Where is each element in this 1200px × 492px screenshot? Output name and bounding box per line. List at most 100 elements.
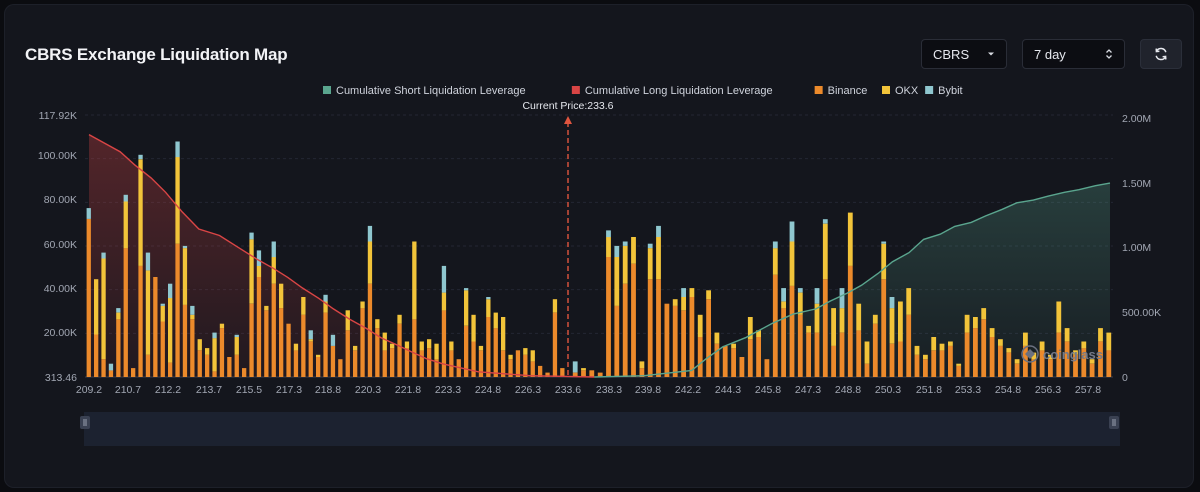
period-select[interactable]: 7 day [1022,39,1125,69]
short-bar-1[interactable] [581,368,586,377]
long-bar-42[interactable] [397,314,402,377]
long-bar-59[interactable] [523,348,528,377]
short-bar-51[interactable] [998,339,1003,377]
long-bar-45[interactable] [419,341,424,378]
long-bar-6[interactable] [131,368,136,377]
short-bar-36[interactable] [872,314,878,377]
short-bar-56[interactable] [1039,341,1045,378]
long-bar-11[interactable] [168,283,173,377]
long-bar-61[interactable] [538,365,543,377]
long-bar-5[interactable] [123,194,128,377]
short-bar-11[interactable] [664,303,670,377]
short-bar-46[interactable] [956,363,962,377]
long-bar-51[interactable] [464,288,469,377]
long-bar-54[interactable] [486,297,491,377]
short-bar-24[interactable] [772,241,778,378]
range-scrollbar[interactable] [80,412,1120,446]
long-bar-56[interactable] [501,317,506,377]
long-bar-22[interactable] [249,232,254,377]
long-bar-63[interactable] [552,299,558,377]
long-bar-7[interactable] [138,154,143,377]
short-bar-31[interactable] [831,308,836,377]
long-bar-57[interactable] [508,354,513,377]
short-bar-59[interactable] [1064,328,1070,377]
short-bar-55[interactable] [1031,352,1037,377]
long-bar-64[interactable] [560,368,565,377]
short-bar-53[interactable] [1014,359,1020,377]
long-bar-32[interactable] [323,294,328,377]
short-bar-61[interactable] [1081,341,1087,378]
long-bar-49[interactable] [449,341,454,378]
short-bar-30[interactable] [822,219,828,377]
short-bar-19[interactable] [731,343,736,377]
long-bar-26[interactable] [279,283,284,377]
short-bar-41[interactable] [914,345,920,377]
short-bar-44[interactable] [939,343,945,377]
long-bar-37[interactable] [360,301,365,378]
legend-item-4[interactable]: Bybit [925,85,963,97]
long-bar-29[interactable] [301,297,306,377]
short-bar-15[interactable] [697,314,703,377]
short-bar-33[interactable] [847,212,853,377]
short-bar-4[interactable] [606,230,611,377]
short-bar-21[interactable] [747,317,753,377]
short-bar-18[interactable] [722,345,728,377]
long-bar-58[interactable] [515,350,521,377]
long-bar-13[interactable] [182,245,188,377]
long-bar-40[interactable] [382,332,387,377]
long-bar-4[interactable] [116,308,121,377]
long-bar-52[interactable] [471,314,476,377]
long-bar-25[interactable] [271,241,276,378]
short-bar-20[interactable] [739,357,745,377]
symbol-select[interactable]: CBRS [921,39,1007,69]
short-bar-47[interactable] [964,314,970,377]
long-bar-48[interactable] [441,265,447,377]
legend-item-2[interactable]: Binance [814,85,868,97]
long-bar-35[interactable] [345,310,350,377]
legend-item-1[interactable]: Cumulative Long Liquidation Leverage [571,85,773,97]
long-bar-30[interactable] [308,330,313,377]
short-bar-9[interactable] [647,243,653,377]
short-bar-0[interactable] [572,361,578,377]
short-bar-50[interactable] [989,328,995,377]
long-bar-23[interactable] [256,250,262,377]
short-bar-28[interactable] [806,325,811,377]
short-bar-22[interactable] [756,330,761,377]
long-bar-44[interactable] [412,241,417,378]
short-bar-40[interactable] [906,288,912,377]
short-bar-48[interactable] [973,317,978,377]
short-bar-26[interactable] [789,221,795,378]
long-bar-38[interactable] [367,225,373,377]
short-bar-38[interactable] [889,297,895,377]
long-bar-17[interactable] [212,332,217,377]
long-bar-46[interactable] [427,339,432,377]
long-bar-24[interactable] [264,305,269,377]
long-bar-14[interactable] [190,305,195,377]
short-bar-6[interactable] [622,241,628,378]
short-bar-2[interactable] [589,370,595,377]
long-bar-28[interactable] [293,343,299,377]
long-bar-2[interactable] [101,252,106,377]
legend-item-3[interactable]: OKX [882,85,919,97]
short-bar-10[interactable] [656,225,661,377]
short-bar-42[interactable] [923,354,928,377]
short-bar-35[interactable] [864,341,870,378]
long-bar-15[interactable] [197,339,202,377]
short-bar-23[interactable] [764,359,770,377]
refresh-button[interactable] [1140,39,1182,69]
long-bar-0[interactable] [86,208,91,377]
short-bar-14[interactable] [689,288,695,377]
short-bar-37[interactable] [881,241,887,378]
short-bar-7[interactable] [631,237,636,377]
long-bar-36[interactable] [353,345,358,377]
long-bar-12[interactable] [175,141,180,378]
short-bar-39[interactable] [898,301,903,378]
short-bar-45[interactable] [948,341,953,378]
long-bar-8[interactable] [145,252,151,377]
long-bar-18[interactable] [219,323,225,377]
range-handle-left[interactable] [80,416,90,429]
short-bar-17[interactable] [714,332,720,377]
long-bar-43[interactable] [404,341,410,378]
long-bar-53[interactable] [478,345,484,377]
range-handle-right[interactable] [1109,416,1119,429]
